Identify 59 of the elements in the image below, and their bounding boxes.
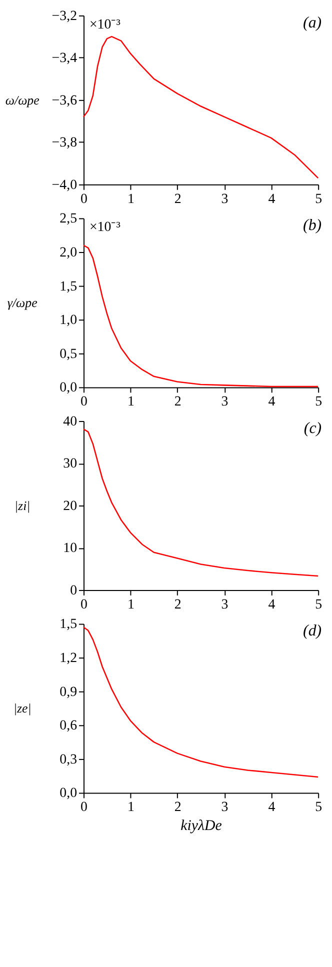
x-tick-label: 3 <box>221 800 228 816</box>
y-tick-label: −3,6 <box>52 93 78 108</box>
line-series <box>82 36 319 179</box>
y-tick-label: 0,6 <box>60 718 78 734</box>
y-tick-label: 0,9 <box>60 684 78 700</box>
x-tick-label: 3 <box>221 192 228 207</box>
y-tick-label: 1,5 <box>60 617 78 632</box>
chart-title: (c) <box>304 420 322 437</box>
y-tick-label: −3,4 <box>52 51 78 66</box>
x-tick-label: 3 <box>221 597 228 612</box>
y-axis-title: γ/ωpe <box>7 295 38 310</box>
x-tick-label: 1 <box>127 394 134 410</box>
x-tick-label: 0 <box>80 597 88 612</box>
y-tick-label: 1,0 <box>60 313 78 328</box>
x-tick-label: 5 <box>315 597 322 612</box>
x-tick-label: 1 <box>127 192 134 207</box>
y-tick-label: −3,2 <box>52 8 78 24</box>
chart-title: (d) <box>303 622 322 640</box>
y-tick-label: 0,0 <box>60 380 78 396</box>
chart-title: (b) <box>303 217 322 234</box>
y-tick-label: −3,8 <box>52 136 78 151</box>
x-tick-label: 0 <box>80 192 88 207</box>
x-axis-title: kiyλDe <box>180 818 222 834</box>
chart-title: (a) <box>303 14 322 32</box>
x-tick-label: 2 <box>174 800 182 816</box>
y-tick-label: 40 <box>63 414 78 430</box>
x-tick-label: 3 <box>221 394 228 410</box>
x-tick-label: 4 <box>268 192 276 207</box>
x-tick-label: 4 <box>268 597 276 612</box>
y-tick-label: 0,3 <box>60 752 78 768</box>
x-tick-label: 1 <box>127 597 134 612</box>
x-tick-label: 5 <box>315 394 322 410</box>
annotation: ×10⁻³ <box>89 220 120 236</box>
x-tick-label: 5 <box>315 192 322 207</box>
line-series <box>82 626 319 778</box>
x-tick-label: 1 <box>127 800 134 816</box>
y-tick-label: 1,5 <box>60 279 78 294</box>
annotation: ×10⁻³ <box>89 17 120 32</box>
x-tick-label: 4 <box>268 394 276 410</box>
y-tick-label: 2,0 <box>60 245 78 260</box>
y-tick-label: 30 <box>63 456 78 472</box>
y-tick-label: −4,0 <box>52 178 78 193</box>
x-tick-label: 0 <box>80 394 88 410</box>
x-tick-label: 2 <box>174 192 182 207</box>
x-tick-label: 0 <box>80 800 88 816</box>
x-tick-label: 5 <box>315 800 322 816</box>
y-tick-label: 20 <box>63 498 78 514</box>
y-axis-title: |zi| <box>14 498 30 513</box>
y-tick-label: 0,5 <box>60 346 78 362</box>
y-tick-label: 2,5 <box>60 212 78 227</box>
y-tick-label: 1,2 <box>60 651 78 666</box>
y-tick-label: 0,0 <box>60 786 78 802</box>
x-tick-label: 4 <box>268 800 276 816</box>
x-tick-label: 2 <box>174 394 182 410</box>
y-tick-label: 0 <box>70 583 78 598</box>
x-tick-label: 2 <box>174 597 182 612</box>
y-axis-title: |ze| <box>13 700 32 716</box>
y-tick-label: 10 <box>63 541 78 556</box>
y-axis-title: ω/ωpe <box>5 92 40 108</box>
